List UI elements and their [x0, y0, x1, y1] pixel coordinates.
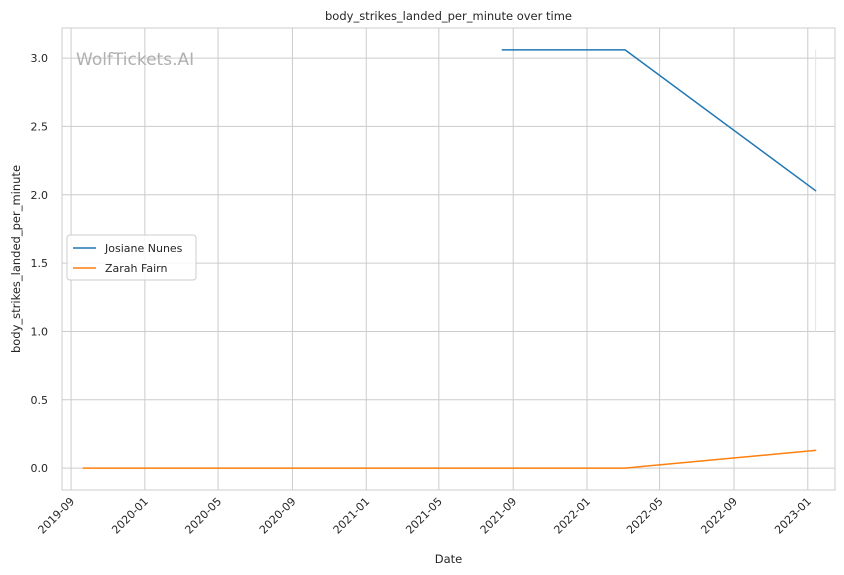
- x-tick-label: 2019-09: [35, 495, 77, 537]
- x-tick-label: 2023-01: [772, 495, 814, 537]
- plot-frame: [61, 27, 836, 491]
- legend-label-0: Josiane Nunes: [104, 242, 183, 255]
- legend-label-1: Zarah Fairn: [105, 262, 167, 275]
- y-tick-label: 0.5: [31, 394, 49, 407]
- x-tick-label: 2020-01: [109, 495, 151, 537]
- x-tick-label: 2022-01: [551, 495, 593, 537]
- x-tick-label: 2020-05: [182, 495, 224, 537]
- x-tick-label: 2022-05: [624, 495, 666, 537]
- series-line-0: [501, 49, 817, 192]
- x-tick-label: 2020-09: [257, 495, 299, 537]
- y-tick-label: 2.0: [31, 189, 49, 202]
- y-tick-label: 3.0: [31, 52, 49, 65]
- y-tick-label: 0.0: [31, 462, 49, 475]
- watermark: WolfTickets.AI: [76, 50, 194, 70]
- y-tick-label: 1.0: [31, 325, 49, 338]
- x-tick-label: 2021-01: [331, 495, 373, 537]
- y-tick-label: 2.5: [31, 120, 49, 133]
- legend-box: [66, 234, 197, 281]
- series-lines: [82, 49, 817, 469]
- x-axis-label: Date: [435, 552, 463, 566]
- tick-labels: 2019-09 2020-01 2020-05 2020-09 2021-01 2021-…: [31, 52, 814, 537]
- y-tick-label: 1.5: [31, 257, 49, 270]
- x-tick-label: 2021-05: [403, 495, 445, 537]
- y-axis-label: body_strikes_landed_per_minute: [9, 165, 23, 353]
- chart-title: body_strikes_landed_per_minute over time: [325, 9, 572, 23]
- legend: Josiane Nunes Zarah Fairn: [66, 234, 197, 281]
- x-tick-label: 2021-09: [478, 495, 520, 537]
- series-line-1: [82, 449, 817, 469]
- x-tick-label: 2022-09: [698, 495, 740, 537]
